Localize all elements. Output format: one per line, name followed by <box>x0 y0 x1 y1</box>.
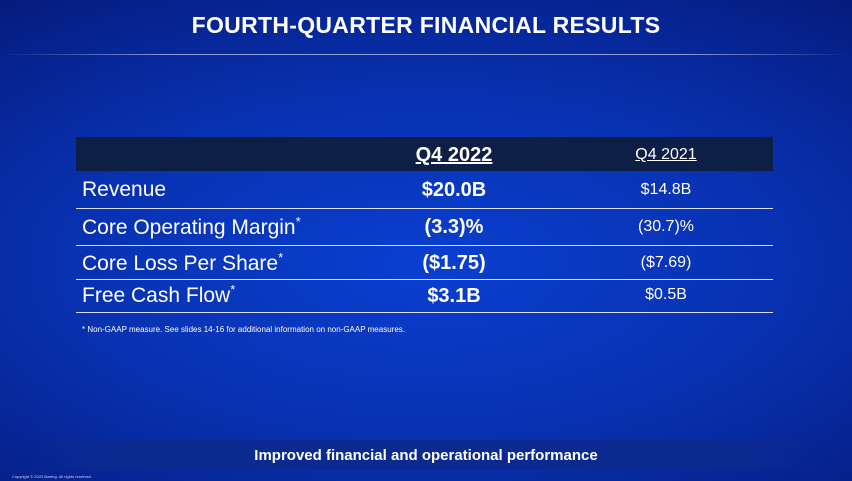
title-divider <box>0 54 852 55</box>
banner-text: Improved financial and operational perfo… <box>254 447 598 464</box>
value-q4-2022: $20.0B <box>421 179 487 201</box>
value-q4-2022: (3.3)% <box>424 216 484 238</box>
value-q4-2022: $3.1B <box>427 285 481 307</box>
value-q4-2021: ($7.69) <box>640 254 692 271</box>
column-header-q4-2022: Q4 2022 <box>415 144 493 166</box>
value-q4-2021: $0.5B <box>645 286 687 303</box>
row-label: Core Loss Per Share* <box>82 250 284 275</box>
table-row-core-loss-per-share: Core Loss Per Share* ($1.75) ($7.69) <box>76 246 773 280</box>
value-q4-2021: (30.7)% <box>637 218 695 235</box>
value-q4-2022: ($1.75) <box>422 252 486 274</box>
table-row-core-operating-margin: Core Operating Margin* (3.3)% (30.7)% <box>76 209 773 246</box>
column-header-q4-2021: Q4 2021 <box>635 146 697 163</box>
results-table: Q4 2022 Q4 2021 Revenue $20.0B $14.8B Co… <box>76 137 773 313</box>
footnote: * Non-GAAP measure. See slides 14-16 for… <box>82 325 405 334</box>
table-row-revenue: Revenue $20.0B $14.8B <box>76 171 773 209</box>
row-label: Revenue <box>82 178 167 201</box>
table-row-free-cash-flow: Free Cash Flow* $3.1B $0.5B <box>76 280 773 313</box>
copyright-notice: Copyright © 2023 Boeing. All rights rese… <box>12 474 92 479</box>
value-q4-2021: $14.8B <box>640 181 692 198</box>
slide-title: FOURTH-QUARTER FINANCIAL RESULTS <box>191 12 661 38</box>
row-label: Core Operating Margin* <box>82 214 301 239</box>
summary-banner: Improved financial and operational perfo… <box>30 440 822 470</box>
row-label: Free Cash Flow* <box>82 282 236 307</box>
table-header-row: Q4 2022 Q4 2021 <box>76 137 773 171</box>
